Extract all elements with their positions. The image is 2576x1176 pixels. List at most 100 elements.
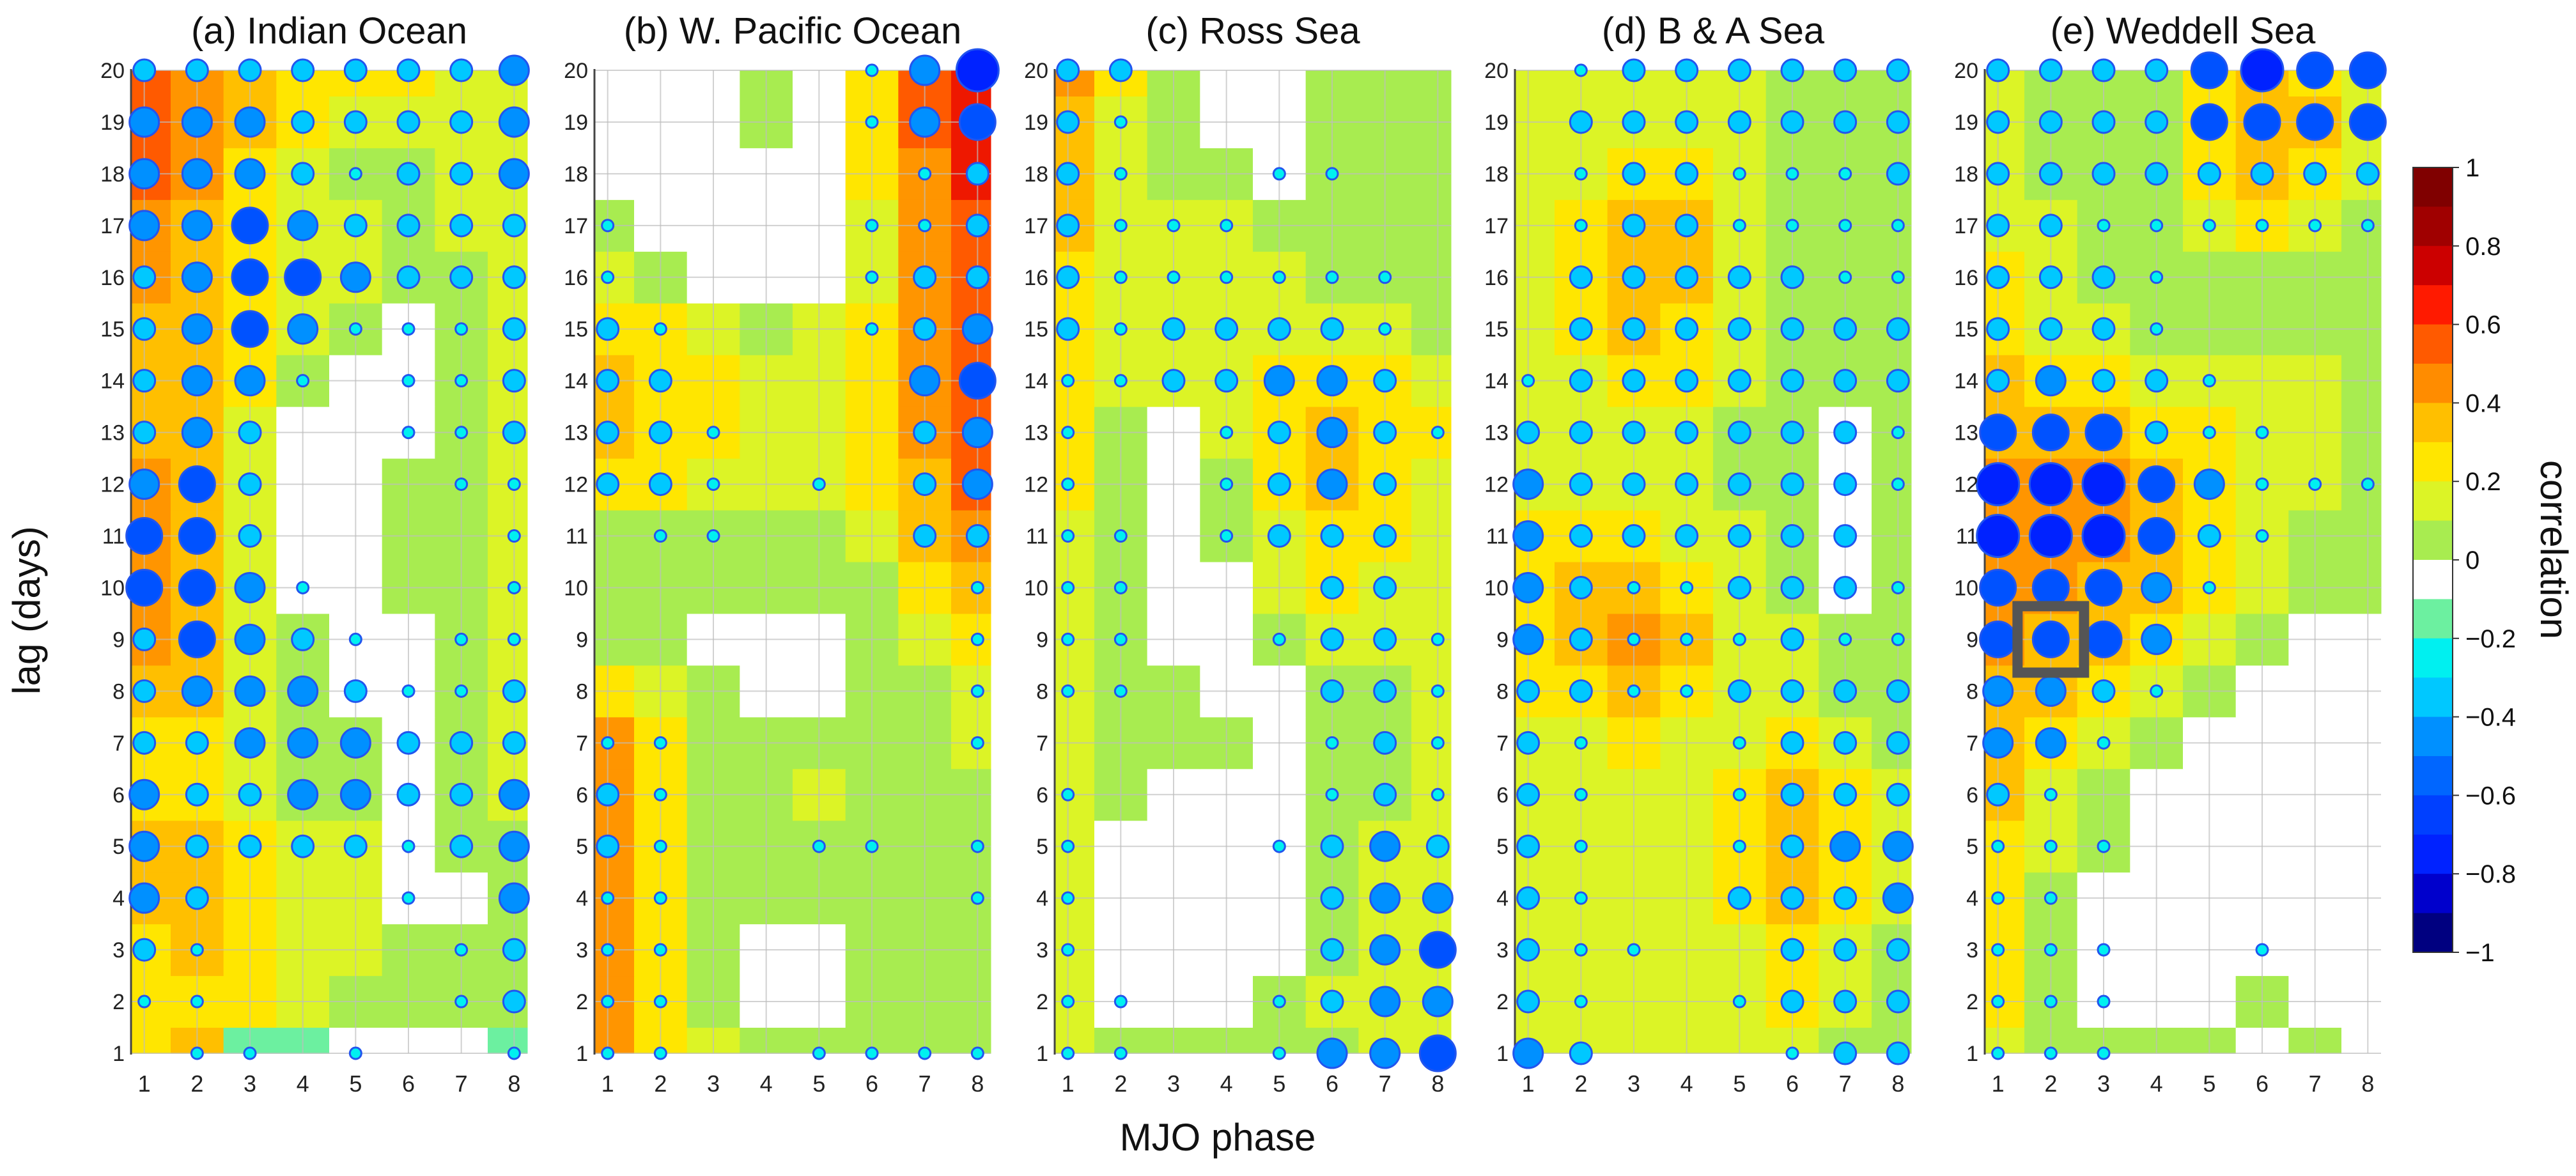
y-tick-label: 7 xyxy=(1036,731,1048,755)
corr-circle xyxy=(181,106,213,138)
corr-circle xyxy=(1979,568,2017,607)
x-tick-label: 1 xyxy=(1522,1071,1535,1097)
corr-circle xyxy=(2202,426,2216,440)
corr-circle xyxy=(502,213,526,238)
corr-circle xyxy=(1516,731,1540,755)
corr-circle xyxy=(1214,369,1239,393)
corr-circle xyxy=(2193,468,2225,500)
corr-circle xyxy=(1675,265,1699,290)
corr-circle xyxy=(1886,369,1910,393)
corr-circle xyxy=(1316,417,1348,449)
colorbar-tick-label: −1 xyxy=(2465,939,2495,967)
y-tick-label: 7 xyxy=(1966,731,1978,755)
corr-circle xyxy=(1220,270,1234,284)
corr-circle xyxy=(913,265,937,290)
y-tick-label: 20 xyxy=(1954,59,1978,83)
corr-circle xyxy=(449,782,474,807)
corr-circle xyxy=(287,675,319,707)
corr-circle xyxy=(1991,839,2005,853)
colorbar-segment xyxy=(2413,324,2453,364)
corr-circle xyxy=(812,1046,826,1060)
y-tick-label: 11 xyxy=(1486,525,1509,549)
corr-circle xyxy=(1622,317,1646,341)
y-tick-label: 5 xyxy=(1496,835,1509,859)
y-tick-label: 13 xyxy=(1024,421,1048,445)
corr-circle xyxy=(396,213,421,238)
y-tick-label: 13 xyxy=(100,421,125,445)
corr-circle xyxy=(231,258,269,297)
y-tick-label: 12 xyxy=(1954,473,1978,497)
colorbar-tick-label: −0.6 xyxy=(2465,782,2516,810)
corr-circle xyxy=(1780,369,1804,393)
corr-circle xyxy=(449,58,474,82)
corr-circle xyxy=(1574,63,1588,77)
colorbar-tick-label: −0.8 xyxy=(2465,860,2516,888)
corr-circle xyxy=(601,219,615,233)
corr-circle xyxy=(865,1046,879,1060)
corr-circle xyxy=(812,839,826,853)
x-tick-label: 3 xyxy=(2097,1071,2110,1097)
corr-circle xyxy=(1516,989,1540,1014)
corr-circle xyxy=(2202,219,2216,233)
corr-circle xyxy=(2138,517,2176,555)
corr-circle xyxy=(1982,727,2014,759)
colorbar-segment xyxy=(2413,677,2453,718)
corr-circle xyxy=(1316,365,1348,397)
corr-circle xyxy=(2084,568,2123,607)
significance-circles xyxy=(1976,48,2387,1060)
colorbar-segment xyxy=(2413,756,2453,796)
y-tick-label: 3 xyxy=(576,938,588,963)
corr-circle xyxy=(498,158,530,190)
corr-circle xyxy=(1431,632,1445,646)
corr-circle xyxy=(1061,994,1075,1009)
x-tick-label: 8 xyxy=(1891,1071,1904,1097)
corr-circle xyxy=(396,110,421,134)
x-tick-label: 5 xyxy=(2203,1071,2215,1097)
x-tick-label: 7 xyxy=(455,1071,468,1097)
y-axis-label: lag (days) xyxy=(5,526,48,694)
corr-circle xyxy=(132,627,157,651)
corr-circle xyxy=(234,365,266,397)
x-tick-label: 2 xyxy=(654,1071,667,1097)
corr-circle xyxy=(596,782,620,807)
y-tick-label: 1 xyxy=(113,1042,125,1066)
corr-circle xyxy=(128,882,160,914)
y-tick-label: 20 xyxy=(1484,59,1509,83)
corr-circle xyxy=(970,1046,984,1060)
corr-circle xyxy=(2308,477,2322,491)
y-tick-label: 6 xyxy=(113,783,125,807)
corr-circle xyxy=(1675,369,1699,393)
corr-circle xyxy=(1833,472,1858,497)
corr-circle xyxy=(1891,219,1905,233)
colorbar-label: correlation xyxy=(2533,460,2575,639)
panel-title: (a) Indian Ocean xyxy=(191,10,467,52)
corr-circle xyxy=(1891,580,1905,594)
corr-circle xyxy=(1574,736,1588,750)
corr-circle xyxy=(1882,882,1914,914)
corr-circle xyxy=(2091,369,2116,393)
corr-circle xyxy=(181,158,213,190)
corr-circle xyxy=(1113,322,1128,336)
corr-circle xyxy=(1833,110,1858,134)
corr-circle xyxy=(238,58,262,82)
corr-circle xyxy=(1780,731,1804,755)
colorbar-segment xyxy=(2413,206,2453,247)
corr-circle xyxy=(1991,994,2005,1009)
corr-circle xyxy=(339,261,371,293)
contour-fill xyxy=(594,70,991,1054)
significance-circles xyxy=(125,54,530,1060)
corr-circle xyxy=(1979,620,2017,658)
y-tick-label: 13 xyxy=(1954,421,1978,445)
colorbar: 1 0.8 0.6 0.4 0.2 0 −0.2 −0.4 −0.6 −0.8 −1 xyxy=(2412,154,2516,967)
corr-circle xyxy=(507,632,521,646)
corr-circle xyxy=(1627,943,1641,957)
corr-circle xyxy=(648,472,672,497)
y-tick-label: 9 xyxy=(576,628,588,652)
corr-circle xyxy=(1113,580,1128,594)
corr-circle xyxy=(1113,219,1128,233)
corr-circle xyxy=(1838,632,1852,646)
corr-circle xyxy=(343,213,368,238)
